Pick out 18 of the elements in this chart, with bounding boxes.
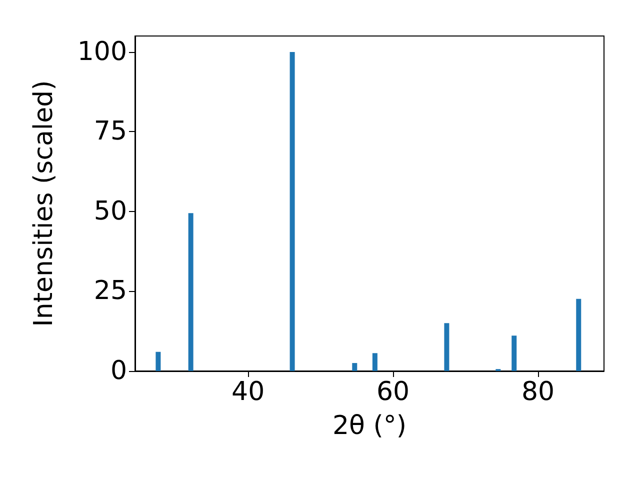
x-tick-label: 60 bbox=[376, 377, 410, 407]
bar bbox=[156, 352, 161, 371]
y-tick-label: 100 bbox=[77, 36, 127, 67]
y-axis-title: Intensities (scaled) bbox=[29, 80, 59, 327]
x-axis-title: 2θ (°) bbox=[332, 411, 407, 441]
bar bbox=[290, 52, 295, 371]
bar bbox=[372, 353, 378, 371]
bar bbox=[352, 363, 358, 371]
bar bbox=[576, 298, 582, 371]
bar bbox=[512, 336, 517, 371]
y-tick-label: 25 bbox=[94, 276, 127, 306]
x-tick-label: 80 bbox=[521, 377, 555, 407]
x-tick-label: 40 bbox=[232, 377, 265, 407]
bar bbox=[444, 323, 450, 371]
y-tick-label: 50 bbox=[94, 196, 127, 226]
y-tick-label: 0 bbox=[110, 356, 127, 386]
bar bbox=[188, 213, 194, 371]
y-tick-label: 75 bbox=[94, 116, 127, 147]
